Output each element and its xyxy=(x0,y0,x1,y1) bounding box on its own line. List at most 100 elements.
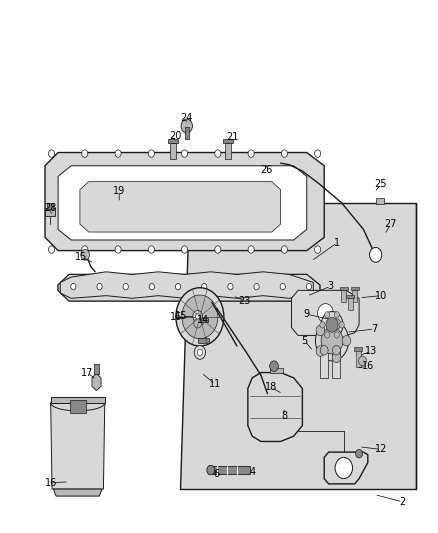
Text: 5: 5 xyxy=(301,336,307,346)
Polygon shape xyxy=(291,290,358,335)
Polygon shape xyxy=(269,368,282,373)
Text: 6: 6 xyxy=(213,470,219,479)
Text: 21: 21 xyxy=(226,132,238,142)
Text: 16: 16 xyxy=(44,478,57,488)
Text: 27: 27 xyxy=(384,219,396,229)
Polygon shape xyxy=(184,126,188,139)
Circle shape xyxy=(71,284,76,290)
Polygon shape xyxy=(50,403,105,489)
Circle shape xyxy=(314,246,320,253)
Circle shape xyxy=(193,318,201,328)
Polygon shape xyxy=(375,198,384,204)
Circle shape xyxy=(332,345,339,355)
Circle shape xyxy=(321,327,342,354)
Circle shape xyxy=(81,249,89,260)
Polygon shape xyxy=(323,452,367,484)
Polygon shape xyxy=(198,318,208,322)
Circle shape xyxy=(341,335,350,346)
Polygon shape xyxy=(70,400,86,414)
Polygon shape xyxy=(355,350,360,367)
Polygon shape xyxy=(53,489,102,496)
Circle shape xyxy=(281,246,287,253)
Polygon shape xyxy=(351,290,357,302)
Text: 10: 10 xyxy=(374,290,386,301)
Circle shape xyxy=(148,246,154,253)
Polygon shape xyxy=(58,274,319,301)
Circle shape xyxy=(123,284,128,290)
Text: 28: 28 xyxy=(44,203,57,213)
Polygon shape xyxy=(353,347,361,351)
Polygon shape xyxy=(223,139,233,143)
Circle shape xyxy=(181,150,187,157)
Circle shape xyxy=(317,304,332,322)
Polygon shape xyxy=(320,350,327,378)
Text: 23: 23 xyxy=(238,296,251,306)
Circle shape xyxy=(279,284,285,290)
Text: 15: 15 xyxy=(75,252,87,262)
Polygon shape xyxy=(340,290,346,302)
Circle shape xyxy=(315,346,324,357)
Circle shape xyxy=(281,150,287,157)
Circle shape xyxy=(321,312,342,338)
Text: 13: 13 xyxy=(364,346,377,357)
Circle shape xyxy=(81,246,88,253)
Circle shape xyxy=(206,465,214,475)
Circle shape xyxy=(97,284,102,290)
Circle shape xyxy=(48,150,54,157)
Circle shape xyxy=(195,314,199,319)
Circle shape xyxy=(247,150,254,157)
Text: 18: 18 xyxy=(264,382,276,392)
Polygon shape xyxy=(45,152,323,251)
Circle shape xyxy=(115,150,121,157)
Circle shape xyxy=(81,150,88,157)
Text: 3: 3 xyxy=(327,281,333,291)
Text: 4: 4 xyxy=(249,467,255,477)
Polygon shape xyxy=(332,350,339,378)
Text: 26: 26 xyxy=(260,165,272,175)
Circle shape xyxy=(269,361,278,372)
Polygon shape xyxy=(197,338,208,343)
Circle shape xyxy=(48,246,54,253)
Circle shape xyxy=(306,284,311,290)
Text: 17: 17 xyxy=(81,368,93,377)
Circle shape xyxy=(197,349,202,356)
Polygon shape xyxy=(346,295,353,298)
Polygon shape xyxy=(350,287,358,290)
Circle shape xyxy=(334,457,352,479)
Text: 24: 24 xyxy=(180,113,193,123)
Polygon shape xyxy=(212,466,250,474)
Text: 19: 19 xyxy=(113,186,125,196)
Circle shape xyxy=(148,150,154,157)
Text: 15: 15 xyxy=(175,311,187,321)
Text: 9: 9 xyxy=(303,309,309,319)
Circle shape xyxy=(333,332,339,338)
Text: 16: 16 xyxy=(361,361,373,371)
Circle shape xyxy=(320,345,327,355)
Circle shape xyxy=(227,284,233,290)
Circle shape xyxy=(325,317,337,332)
Circle shape xyxy=(355,449,362,458)
Circle shape xyxy=(332,352,340,362)
Circle shape xyxy=(338,321,343,328)
Text: 20: 20 xyxy=(170,131,182,141)
Text: 1: 1 xyxy=(333,238,339,248)
Polygon shape xyxy=(247,373,302,441)
Circle shape xyxy=(254,284,258,290)
Circle shape xyxy=(176,288,223,346)
Circle shape xyxy=(181,119,192,133)
Text: 2: 2 xyxy=(399,497,405,507)
Polygon shape xyxy=(200,320,206,340)
Circle shape xyxy=(181,246,187,253)
Polygon shape xyxy=(168,139,177,143)
Polygon shape xyxy=(47,203,53,209)
Circle shape xyxy=(214,150,220,157)
Circle shape xyxy=(324,312,329,318)
Circle shape xyxy=(314,150,320,157)
Circle shape xyxy=(175,284,180,290)
Text: 25: 25 xyxy=(374,179,386,189)
Circle shape xyxy=(315,325,324,336)
Circle shape xyxy=(324,332,329,338)
Polygon shape xyxy=(45,208,55,216)
Polygon shape xyxy=(50,397,105,403)
Text: 7: 7 xyxy=(371,324,377,334)
